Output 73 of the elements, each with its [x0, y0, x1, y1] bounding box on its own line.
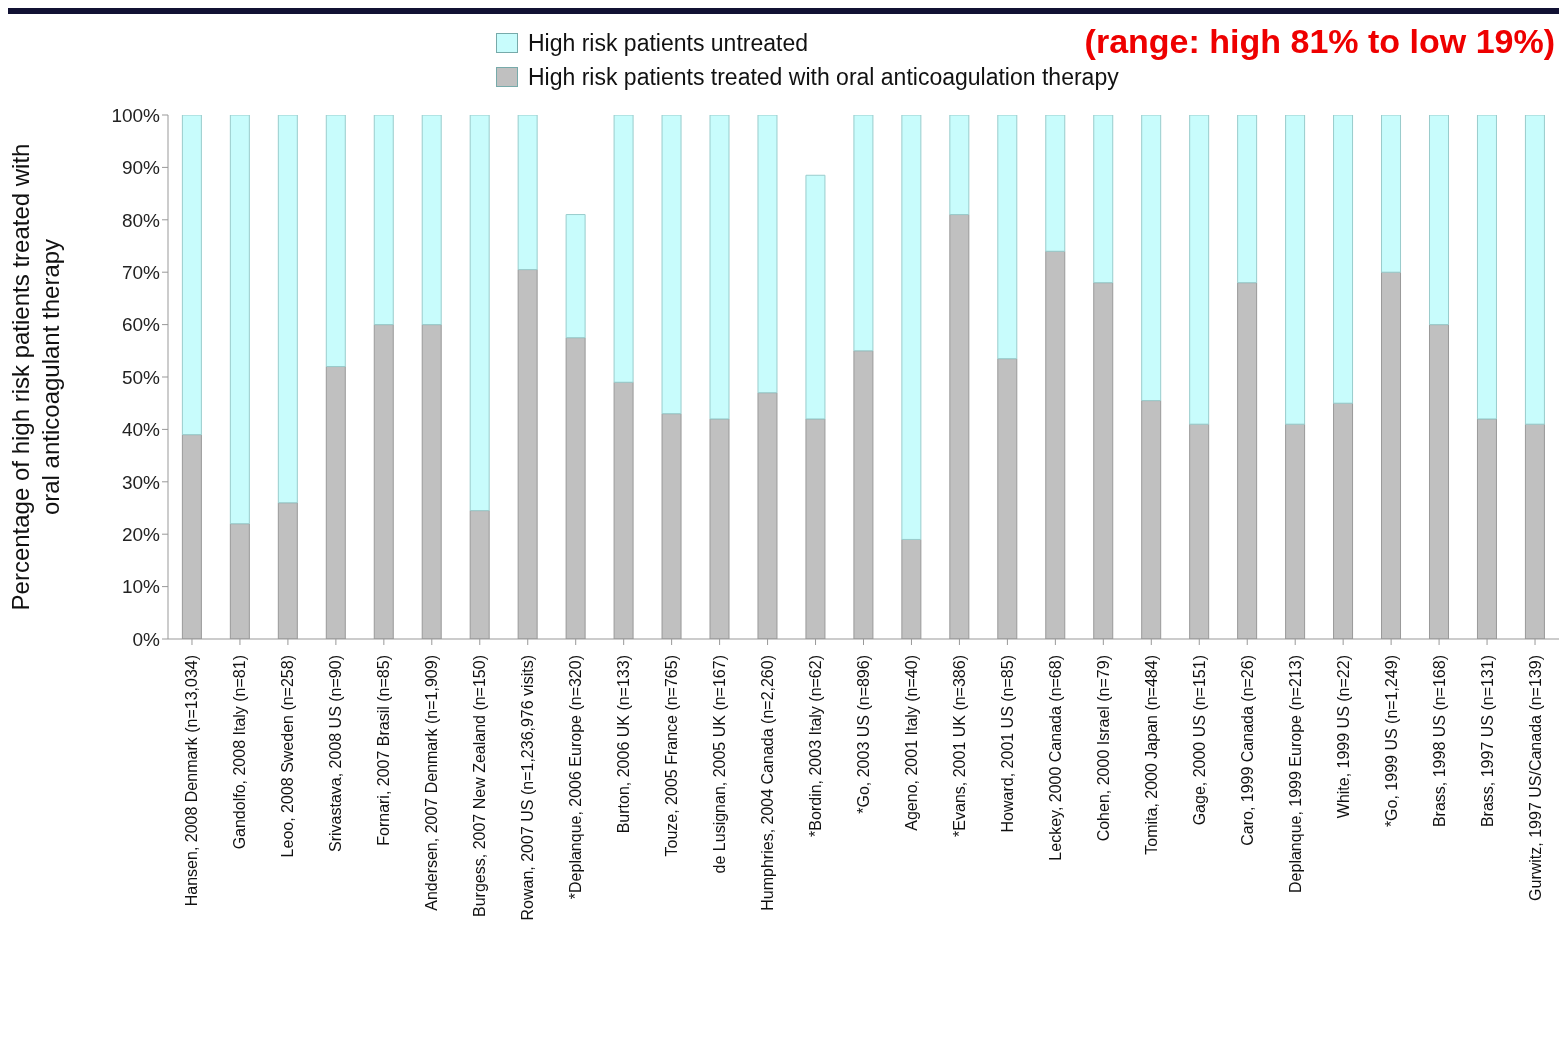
x-tick-label: Gurwitz, 1997 US/Canada (n=139)	[1526, 655, 1544, 901]
y-axis-title: Percentage of high risk patients treated with oral anticoagulant therapy	[7, 143, 64, 611]
bar	[1045, 115, 1066, 252]
bar	[1189, 115, 1210, 425]
bar	[853, 115, 874, 352]
bar	[1381, 115, 1402, 273]
y-tick-label: 20%	[121, 523, 161, 545]
bar	[277, 115, 298, 504]
x-tick-label: Howard, 2001 US (n=85)	[998, 655, 1016, 833]
bar	[1285, 115, 1306, 425]
bar	[949, 115, 970, 216]
x-tick-label: Caro, 1999 Canada (n=26)	[1238, 655, 1256, 846]
x-tick-label: *Evans, 2001 UK (n=386)	[950, 655, 968, 837]
y-tick-label: 60%	[121, 314, 161, 336]
bar	[565, 214, 586, 339]
bar	[1524, 115, 1545, 425]
bar	[229, 115, 250, 525]
bar	[805, 174, 826, 420]
x-tick-label: White, 1999 US (n=22)	[1334, 655, 1352, 819]
bar	[517, 115, 538, 271]
bar	[1093, 115, 1114, 284]
x-tick-label: *Go, 1999 US (n=1,249)	[1382, 655, 1400, 828]
x-tick-label: Ageno, 2001 Italy (n=40)	[902, 655, 920, 831]
x-tick-label: Tomita, 2000 Japan (n=484)	[1142, 655, 1160, 855]
bar	[661, 115, 682, 415]
bar	[373, 115, 394, 326]
x-tick-label: *Deplanque, 2006 Europe (n=320)	[567, 655, 585, 900]
x-tick-label: Srivastava, 2008 US (n=90)	[327, 655, 345, 852]
bar	[709, 115, 730, 420]
x-tick-label: Hansen, 2008 Denmark (n=13,034)	[183, 655, 201, 907]
bar	[901, 115, 922, 540]
y-tick-label: 30%	[121, 471, 161, 493]
text: (range: high 81% to low 19%)	[1084, 22, 1555, 61]
bar	[1476, 115, 1497, 420]
y-tick-label: 50%	[121, 366, 161, 388]
x-tick-label: Andersen, 2007 Denmark (n=1,909)	[423, 655, 441, 911]
x-tick-label: Leoo, 2008 Sweden (n=258)	[279, 655, 297, 858]
legend-label: High risk patients untreated	[528, 29, 808, 57]
x-tick-label: Burton, 2006 UK (n=133)	[615, 655, 633, 834]
y-tick-label: 40%	[121, 419, 161, 441]
y-tick-label: 70%	[121, 261, 161, 283]
bar	[757, 115, 778, 394]
x-tick-label: Rowan, 2007 US (n=1,236,976 visits)	[519, 655, 537, 921]
x-tick-label: Deplanque, 1999 Europe (n=213)	[1286, 655, 1304, 893]
bar	[997, 115, 1018, 360]
x-tick-label: Humphries, 2004 Canada (n=2,260)	[759, 655, 777, 911]
x-tick-label: Fornari, 2007 Brasil (n=85)	[375, 655, 393, 846]
legend-label: High risk patients treated with oral anticoagulation therapy	[528, 63, 1119, 91]
bar	[613, 115, 634, 383]
bar	[1141, 115, 1162, 402]
bar	[469, 115, 490, 512]
x-tick-label: Burgess, 2007 New Zealand (n=150)	[471, 655, 489, 917]
y-tick-label: 0%	[132, 628, 161, 650]
bar	[1333, 115, 1354, 404]
bar	[325, 115, 346, 368]
bar	[181, 115, 202, 436]
bar	[1428, 115, 1449, 326]
x-tick-label: Touze, 2005 France (n=765)	[663, 655, 681, 857]
y-tick-label: 10%	[121, 576, 161, 598]
x-tick-label: Gage, 2000 US (n=151)	[1190, 655, 1208, 826]
x-tick-label: Leckey, 2000 Canada (n=68)	[1046, 655, 1064, 861]
x-tick-label: Cohen, 2000 Israel (n=79)	[1094, 655, 1112, 842]
y-tick-label: 80%	[121, 209, 161, 231]
y-tick-label: 100%	[111, 104, 161, 126]
x-tick-label: de Lusignan, 2005 UK (n=167)	[711, 655, 729, 874]
y-tick-label: 90%	[121, 157, 161, 179]
bar	[421, 115, 442, 326]
x-tick-label: Brass, 1997 US (n=131)	[1478, 655, 1496, 828]
x-tick-label: *Bordin, 2003 Italy (n=62)	[807, 655, 825, 837]
x-tick-label: Brass, 1998 US (n=168)	[1430, 655, 1448, 828]
x-tick-label: *Go, 2003 US (n=896)	[855, 655, 872, 814]
bar	[1237, 115, 1258, 284]
x-tick-label: Gandolfo, 2008 Italy (n=81)	[231, 655, 249, 850]
